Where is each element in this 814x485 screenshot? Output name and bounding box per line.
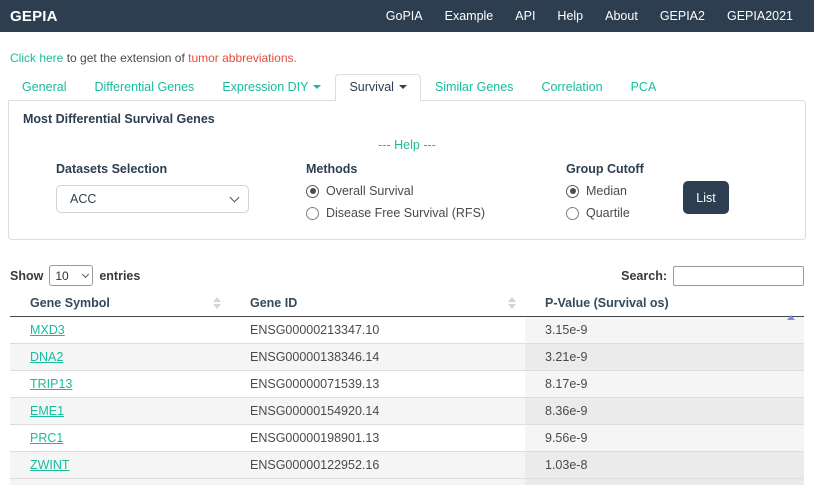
search-input[interactable] [673, 266, 804, 286]
tab[interactable]: PCA [617, 74, 671, 100]
tab[interactable]: Survival [335, 74, 420, 101]
gene-id-cell: ENSG00000213347.10 [230, 317, 525, 344]
table-row: MXD3 ENSG00000213347.10 3.15e-9 [10, 317, 804, 344]
pvalue-cell: 8.17e-9 [525, 371, 804, 398]
datasets-select[interactable]: ACC [56, 185, 249, 213]
tab[interactable]: Correlation [527, 74, 616, 100]
sort-icon [213, 297, 221, 309]
gene-symbol-link[interactable]: ZWINT [30, 458, 70, 472]
top-navbar: GEPIA GoPIA Example API Help About GEPIA… [0, 0, 814, 32]
gene-symbol-link[interactable]: PRC1 [30, 431, 63, 445]
table-row: PRC1 ENSG00000198901.13 9.56e-9 [10, 425, 804, 452]
pvalue-cell: 8.36e-9 [525, 398, 804, 425]
radio-option[interactable]: Overall Survival [306, 184, 485, 198]
help-link[interactable]: --- Help --- [9, 138, 805, 152]
list-button[interactable]: List [683, 181, 729, 214]
chevron-down-icon [313, 85, 321, 89]
gene-symbol-link[interactable]: DNA2 [30, 350, 63, 364]
pvalue-cell: 3.21e-9 [525, 344, 804, 371]
methods-label: Methods [306, 162, 485, 176]
tumor-abbreviations-text: tumor abbreviations. [188, 51, 297, 65]
gene-id-cell: ENSG00000154920.14 [230, 398, 525, 425]
datasets-selection-label: Datasets Selection [56, 162, 249, 176]
table-row-partial [10, 479, 804, 485]
nav-link[interactable]: GEPIA2 [649, 9, 716, 23]
radio-icon [566, 185, 579, 198]
gene-symbol-link[interactable]: MXD3 [30, 323, 65, 337]
tab[interactable]: Differential Genes [80, 74, 208, 100]
nav-link[interactable]: GEPIA2021 [716, 9, 804, 23]
show-label: Show [10, 269, 43, 283]
pvalue-cell: 1.03e-8 [525, 452, 804, 479]
table-row: EME1 ENSG00000154920.14 8.36e-9 [10, 398, 804, 425]
notice-text: to get the extension of [63, 51, 188, 65]
table-row: DNA2 ENSG00000138346.14 3.21e-9 [10, 344, 804, 371]
radio-icon [566, 207, 579, 220]
nav-link[interactable]: GoPIA [375, 9, 434, 23]
search-box: Search: [621, 266, 804, 286]
show-entries: Show 10 entries [10, 265, 140, 286]
radio-icon [306, 185, 319, 198]
pvalue-cell: 3.15e-9 [525, 317, 804, 344]
gene-symbol-link[interactable]: EME1 [30, 404, 64, 418]
pvalue-cell: 9.56e-9 [525, 425, 804, 452]
click-here-link[interactable]: Click here [10, 51, 63, 65]
table-row: TRIP13 ENSG00000071539.13 8.17e-9 [10, 371, 804, 398]
table-controls: Show 10 entries Search: [10, 265, 804, 286]
main-tabs: General Differential Genes Expression DI… [8, 74, 814, 100]
entries-select[interactable]: 10 [49, 265, 93, 286]
gene-id-cell: ENSG00000071539.13 [230, 371, 525, 398]
abbreviation-notice: Click here to get the extension of tumor… [10, 51, 814, 65]
tab[interactable]: Similar Genes [421, 74, 528, 100]
datasets-selection-group: Datasets Selection ACC [56, 162, 249, 213]
table-row: ZWINT ENSG00000122952.16 1.03e-8 [10, 452, 804, 479]
nav-link[interactable]: Help [546, 9, 594, 23]
sort-asc-icon [787, 301, 795, 315]
panel-title: Most Differential Survival Genes [23, 112, 215, 126]
tab[interactable]: General [8, 74, 80, 100]
survival-panel: Most Differential Survival Genes --- Hel… [8, 100, 806, 240]
gene-id-cell: ENSG00000198901.13 [230, 425, 525, 452]
navbar-links: GoPIA Example API Help About GEPIA2 GEPI… [375, 9, 804, 23]
column-header-pvalue[interactable]: P-Value (Survival os) [525, 292, 804, 317]
radio-icon [306, 207, 319, 220]
nav-link[interactable]: Example [434, 9, 505, 23]
chevron-down-icon [399, 85, 407, 89]
tab[interactable]: Expression DIY [208, 74, 335, 100]
gene-id-cell: ENSG00000122952.16 [230, 452, 525, 479]
gene-id-cell: ENSG00000138346.14 [230, 344, 525, 371]
genes-table: Gene Symbol Gene ID P-Value (Survival os… [10, 292, 804, 485]
sort-icon [508, 297, 516, 309]
search-label: Search: [621, 269, 667, 283]
group-cutoff-group: Group Cutoff Median Quartile [566, 162, 644, 220]
nav-link[interactable]: API [504, 9, 546, 23]
nav-link[interactable]: About [594, 9, 649, 23]
column-header-gene-symbol[interactable]: Gene Symbol [10, 292, 230, 317]
brand-logo[interactable]: GEPIA [10, 8, 58, 25]
table-header-row: Gene Symbol Gene ID P-Value (Survival os… [10, 292, 804, 317]
column-header-gene-id[interactable]: Gene ID [230, 292, 525, 317]
gene-symbol-link[interactable]: TRIP13 [30, 377, 72, 391]
radio-option[interactable]: Quartile [566, 206, 644, 220]
methods-group: Methods Overall Survival Disease Free Su… [306, 162, 485, 220]
radio-option[interactable]: Disease Free Survival (RFS) [306, 206, 485, 220]
radio-option[interactable]: Median [566, 184, 644, 198]
entries-label: entries [99, 269, 140, 283]
group-cutoff-label: Group Cutoff [566, 162, 644, 176]
